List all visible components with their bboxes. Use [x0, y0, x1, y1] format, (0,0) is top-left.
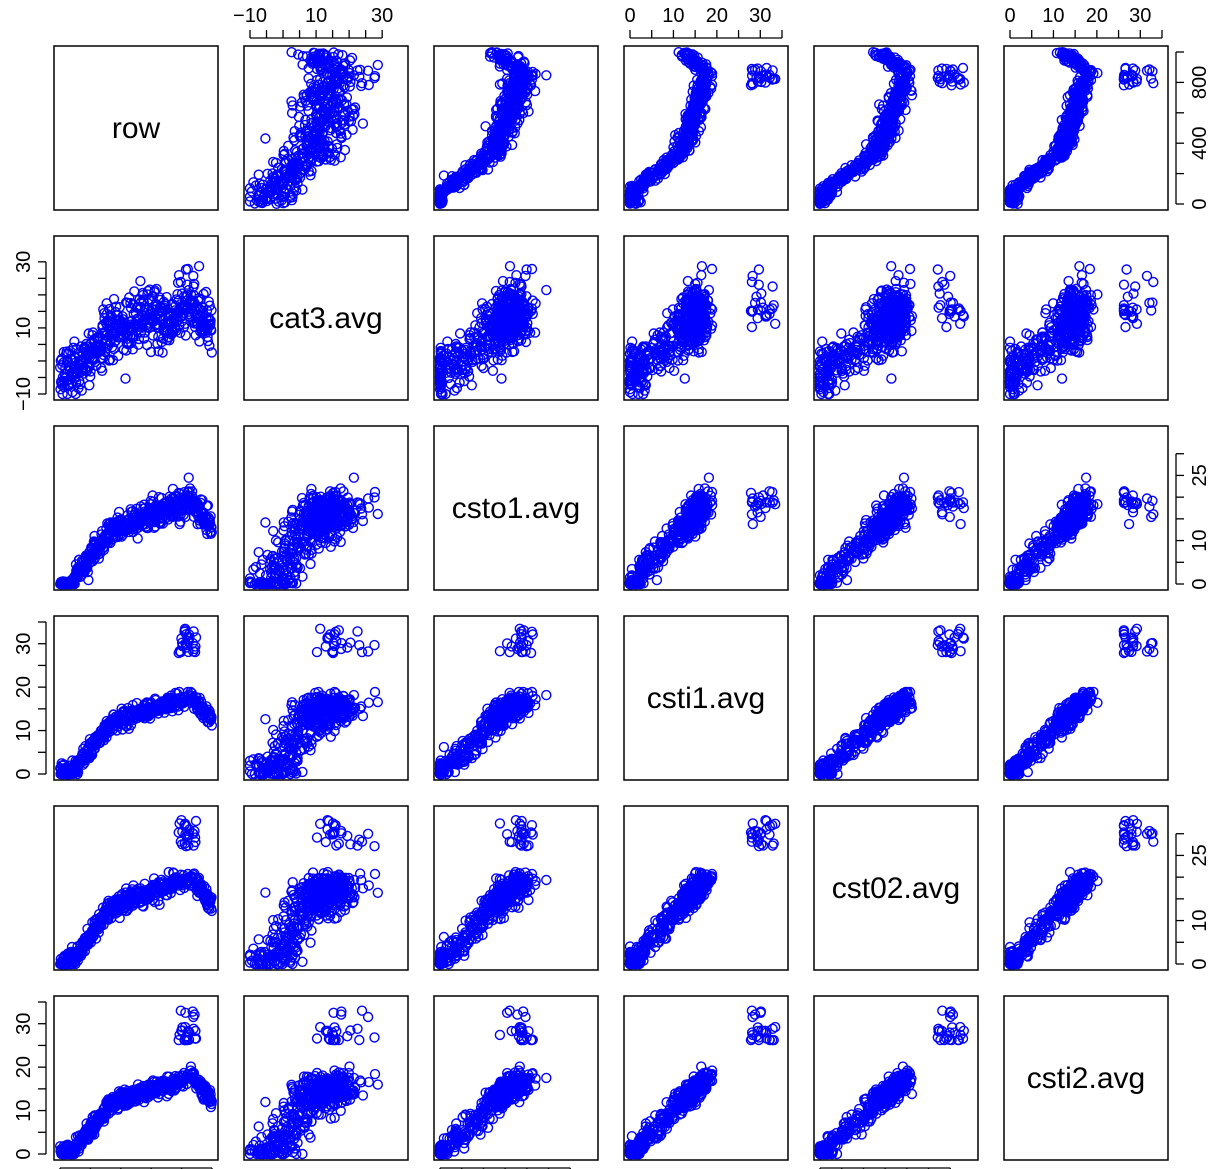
point — [479, 364, 488, 373]
point — [697, 262, 706, 271]
point — [497, 374, 506, 383]
scatter-0-3 — [626, 48, 780, 209]
point — [181, 331, 190, 340]
panels-layer: row cat3.avg csto1.avg csti1.avg cst02.avg cs… — [54, 46, 1168, 1160]
point — [887, 374, 896, 383]
point — [463, 367, 472, 376]
point — [121, 374, 130, 383]
point — [680, 374, 689, 383]
point — [373, 60, 382, 69]
point — [944, 292, 953, 301]
point — [946, 271, 955, 280]
point — [942, 323, 951, 332]
point — [938, 314, 947, 323]
scatter-1-0 — [56, 262, 217, 399]
scatter-1-5 — [1006, 262, 1158, 399]
point — [1033, 381, 1042, 390]
point — [481, 122, 490, 131]
point — [467, 381, 476, 390]
point — [708, 265, 717, 274]
scatter-1-2 — [436, 262, 551, 399]
point — [1120, 280, 1129, 289]
point — [697, 271, 706, 280]
points-layer — [56, 48, 1158, 1159]
variable-label-0: row — [112, 112, 161, 145]
point — [837, 329, 846, 338]
point — [1064, 277, 1073, 286]
point — [768, 282, 777, 291]
point — [1025, 331, 1034, 340]
point — [542, 286, 551, 295]
scatter-1-4 — [816, 262, 969, 399]
point — [959, 64, 968, 73]
point — [130, 287, 139, 296]
point — [488, 366, 497, 375]
point — [906, 265, 915, 274]
point — [906, 279, 915, 288]
point — [542, 71, 551, 80]
point — [1121, 323, 1130, 332]
point — [195, 262, 204, 271]
variable-label-2: csto1.avg — [452, 492, 580, 525]
point — [1143, 271, 1152, 280]
point — [521, 271, 530, 280]
point — [85, 381, 94, 390]
point — [456, 329, 465, 338]
point — [202, 288, 211, 297]
point — [748, 271, 757, 280]
point — [304, 74, 313, 83]
variable-label-5: csti2.avg — [1027, 1062, 1145, 1095]
point — [506, 262, 515, 271]
point — [1085, 265, 1094, 274]
scatter-0-5 — [1006, 48, 1158, 209]
scatter-0-4 — [816, 48, 969, 209]
point — [840, 381, 849, 390]
point — [1122, 265, 1131, 274]
point — [1058, 374, 1067, 383]
scatter-1-3 — [626, 262, 780, 399]
point — [933, 265, 942, 274]
point — [261, 134, 270, 143]
point — [934, 303, 943, 312]
scatter-0-1 — [246, 48, 383, 209]
point — [747, 323, 756, 332]
point — [887, 262, 896, 271]
point — [136, 277, 145, 286]
point — [254, 170, 263, 179]
point — [348, 125, 357, 134]
variable-label-3: csti1.avg — [647, 682, 765, 715]
point — [771, 319, 780, 328]
point — [940, 280, 949, 289]
scatter-0-2 — [436, 48, 551, 209]
variable-label-1: cat3.avg — [269, 302, 382, 335]
point — [358, 119, 367, 128]
point — [348, 53, 357, 62]
variable-label-4: cst02.avg — [832, 872, 960, 905]
